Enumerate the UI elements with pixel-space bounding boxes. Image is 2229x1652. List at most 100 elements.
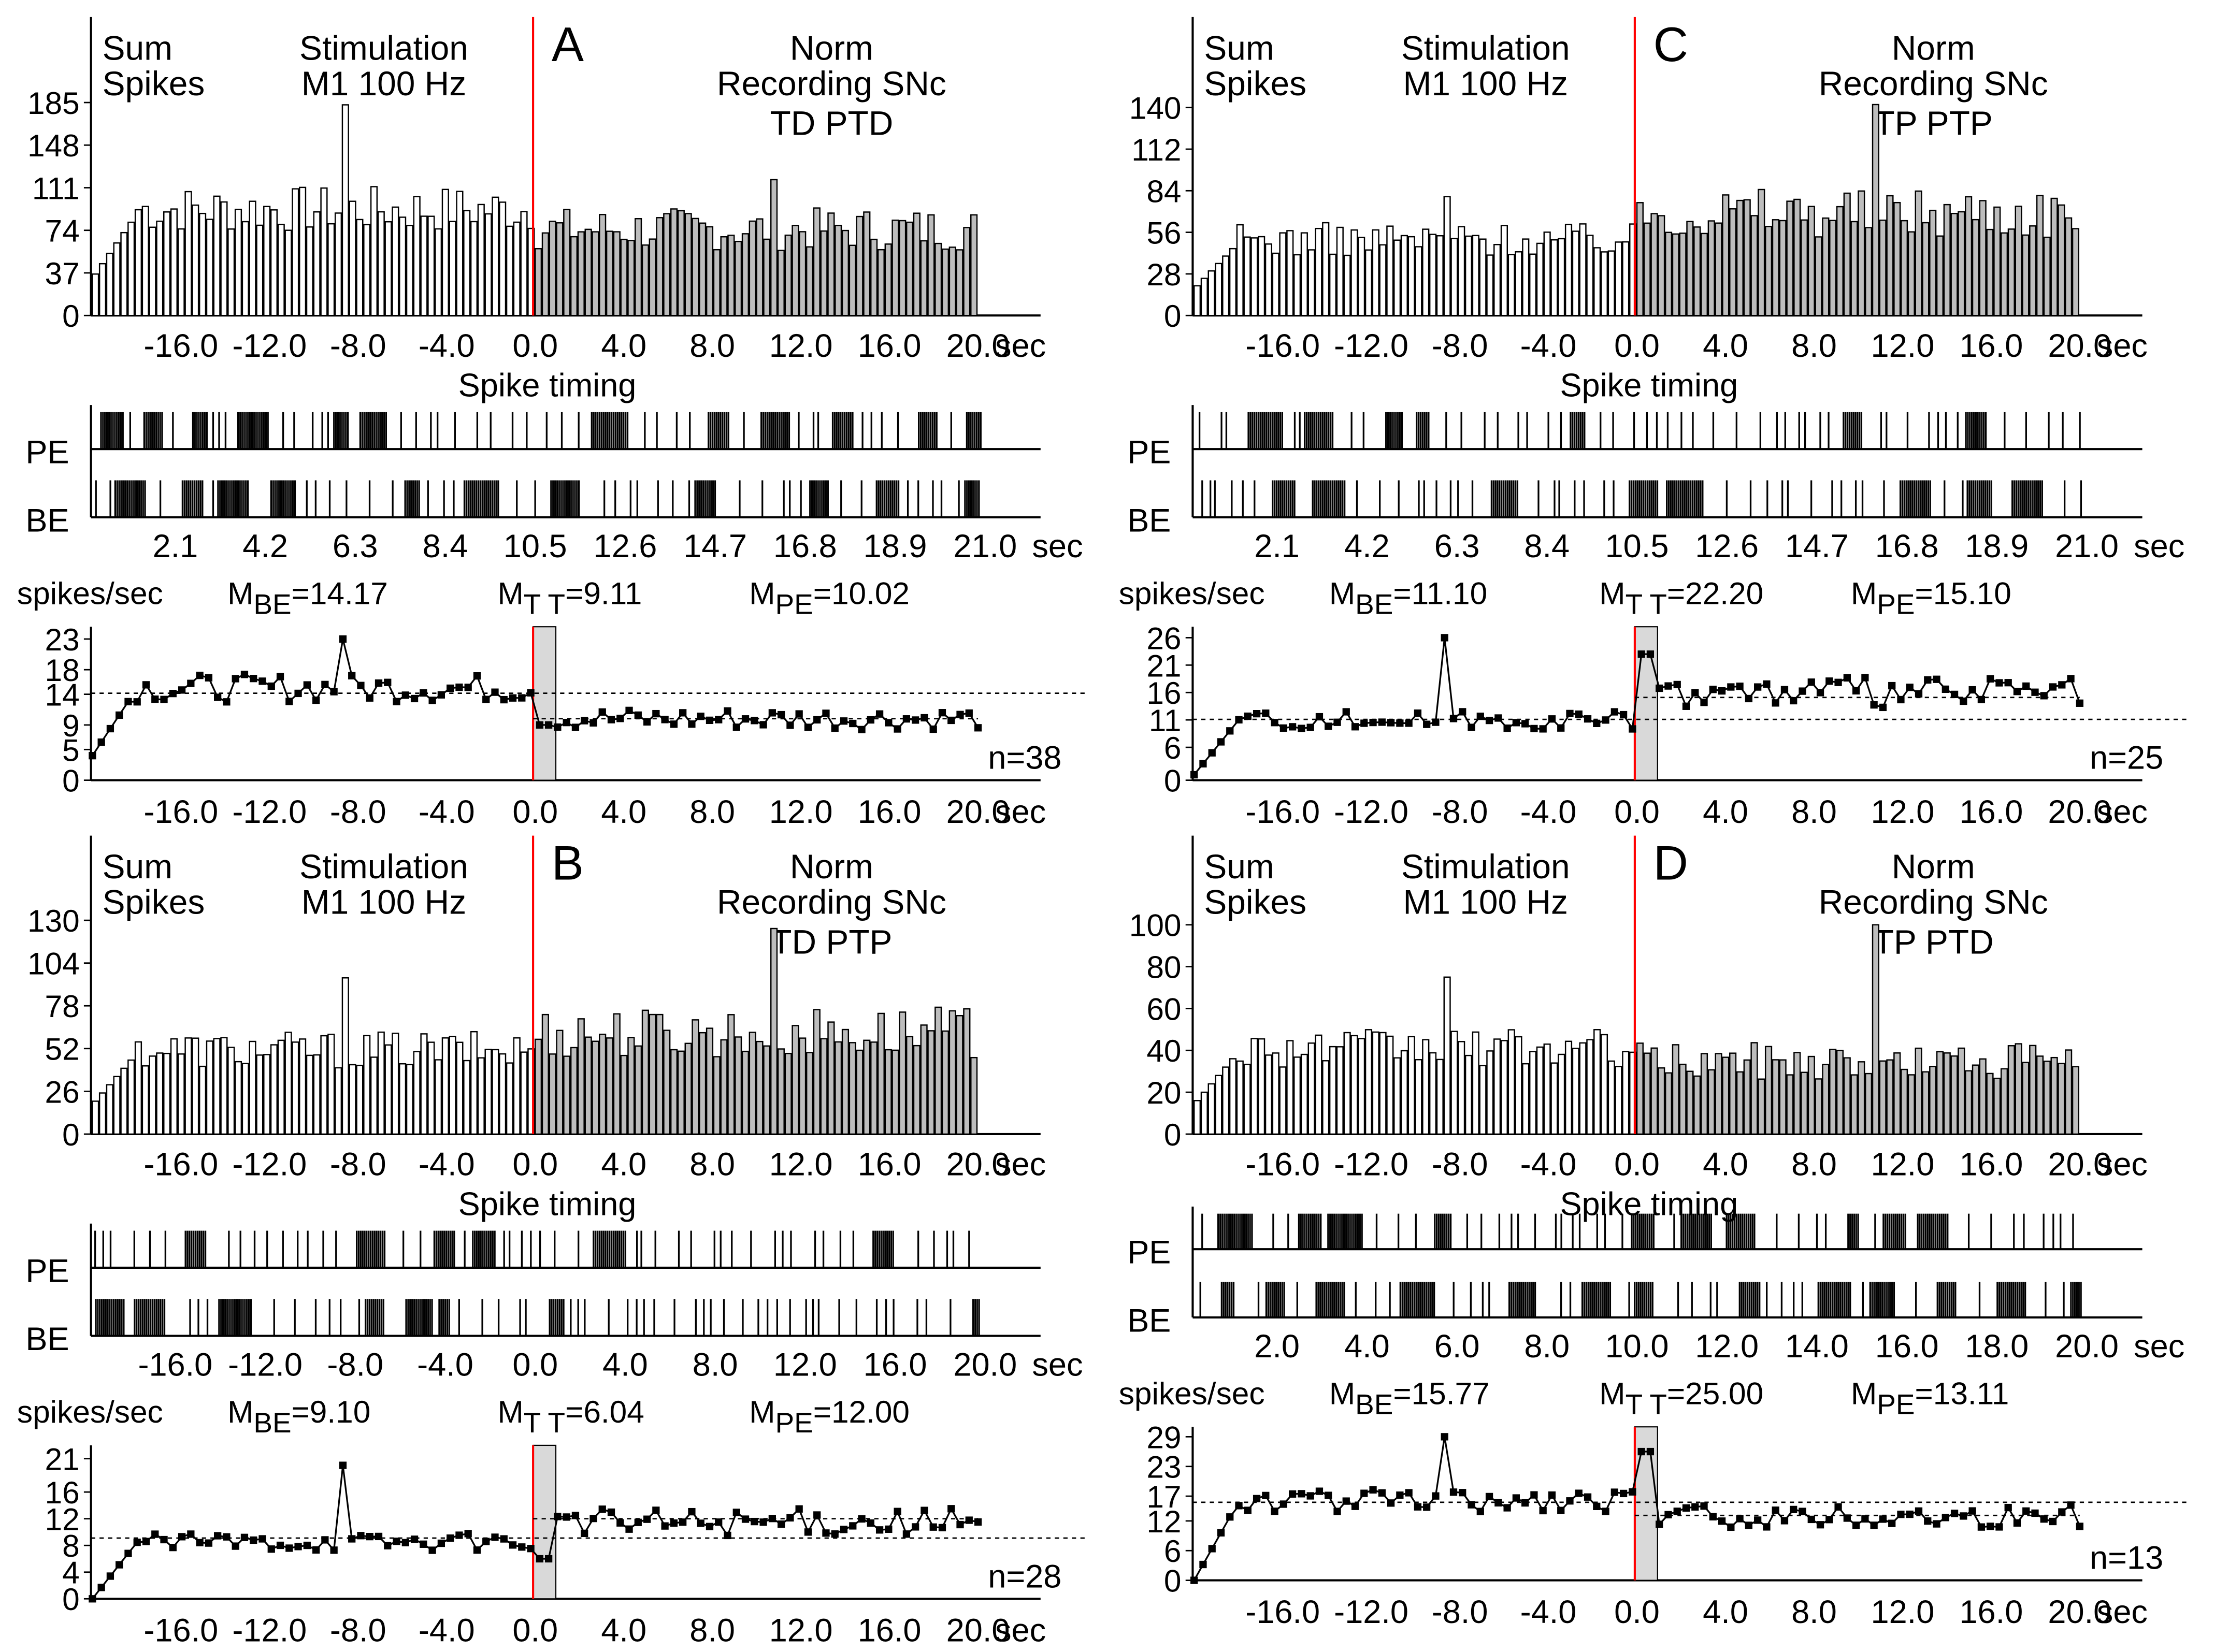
rate-x-tick-label: 20.0: [2048, 794, 2111, 830]
hist-x-tick-label: -8.0: [1432, 1147, 1488, 1183]
raster-x-tick-label: 18.0: [1965, 1328, 2029, 1365]
hist-bar: [541, 232, 549, 316]
hist-bar: [263, 206, 271, 316]
rate-point: [563, 1513, 570, 1521]
hist-bar: [2000, 232, 2008, 316]
hist-bar: [627, 240, 635, 316]
hist-bar: [1943, 204, 1951, 316]
rate-series-line: [1193, 637, 2081, 776]
rate-point: [357, 1532, 365, 1540]
hist-bar: [1829, 1049, 1837, 1135]
rate-point: [831, 724, 839, 732]
rate-point: [464, 684, 472, 691]
hist-bar: [241, 221, 249, 316]
rate-point: [321, 680, 329, 688]
hist-bar: [1979, 200, 1987, 316]
rate-x-tick-label: -12.0: [1334, 1594, 1408, 1630]
hist-bar: [1464, 235, 1473, 316]
hist-bar: [534, 248, 542, 316]
hist-bar: [213, 195, 221, 316]
rate-point: [885, 719, 893, 727]
hist-bar: [870, 1041, 878, 1135]
rate-point: [223, 698, 231, 706]
hist-bar: [1715, 1053, 1722, 1135]
rate-y-tick-label: 6: [1164, 730, 1182, 765]
hist-bar: [1386, 225, 1394, 316]
hist-bar: [356, 1064, 364, 1135]
rate-point: [447, 1534, 454, 1542]
hist-bar: [198, 212, 207, 316]
hist-bar: [313, 1054, 321, 1135]
hist-bar: [763, 1045, 771, 1135]
hist-bar: [1422, 228, 1430, 316]
raster-x-tick-label: 21.0: [2055, 528, 2119, 564]
hist-bar: [727, 1014, 735, 1135]
hist-bar: [320, 187, 328, 316]
rate-point: [795, 1505, 803, 1513]
hist-y-tick-label: 100: [1129, 908, 1182, 943]
hist-bar: [1864, 227, 1873, 316]
hist-bar: [184, 191, 192, 316]
hist-bar: [1958, 1047, 1965, 1135]
raster-x-tick-label: 14.7: [683, 528, 747, 564]
hist-bar: [506, 1062, 514, 1135]
hist-bar: [920, 1024, 928, 1135]
raster-x-tick-label: 20.0: [2055, 1328, 2119, 1365]
rate-point: [786, 721, 794, 729]
hist-y-tick-label: 52: [45, 1032, 80, 1067]
rate-point: [1235, 716, 1243, 724]
hist-bar: [206, 1040, 213, 1135]
rate-point: [849, 719, 857, 728]
rate-point: [1226, 727, 1234, 735]
rate-point: [947, 1505, 955, 1513]
hist-y-tick-label: 104: [27, 946, 80, 981]
raster-x-tick-label: 16.8: [1875, 528, 1939, 564]
hist-bar: [1815, 236, 1822, 316]
rate-point: [1360, 1489, 1368, 1497]
hist-bar: [577, 231, 585, 316]
rate-stim-shade: [532, 626, 557, 781]
hist-bar: [1293, 254, 1301, 316]
rate-point: [732, 1509, 740, 1516]
rate-point: [1387, 1499, 1395, 1507]
hist-bar: [1643, 1052, 1651, 1135]
header-stimulation: Stimulation: [1401, 847, 1570, 886]
hist-bar: [206, 219, 213, 316]
hist-bar: [1993, 1077, 2001, 1135]
hist-bar: [1315, 227, 1322, 316]
raster-x-tick-label: 12.6: [594, 528, 657, 564]
hist-bar: [899, 1011, 907, 1135]
histogram: 0 20 40 60 80 100 -16.0 -12.0 -8.0 -4.0 0.0 4.0 8.0 1…: [1129, 835, 2148, 1222]
raster-x-tick-label: 18.9: [864, 528, 927, 564]
hist-bar: [370, 186, 378, 316]
rate-point: [1557, 1506, 1565, 1514]
rate-point: [1825, 677, 1833, 685]
rate-point: [1530, 724, 1538, 733]
header-recording: Recording SNc: [717, 883, 946, 921]
hist-x-tick-label: 16.0: [858, 328, 922, 364]
hist-bar: [1729, 1052, 1737, 1135]
hist-bar: [1622, 1051, 1630, 1135]
hist-y-tick-label: 60: [1146, 991, 1181, 1026]
hist-bar: [1700, 1053, 1708, 1135]
rate-y-tick-label: 14: [45, 677, 80, 713]
rate-point: [1682, 1504, 1690, 1512]
rate-point: [2076, 1523, 2083, 1530]
hist-bar: [1764, 226, 1773, 316]
hist-bar: [463, 210, 471, 316]
hist-bar: [1679, 1063, 1687, 1135]
hist-bar: [1364, 249, 1373, 316]
hist-bar: [1758, 1078, 1765, 1135]
rate-point: [652, 1506, 660, 1514]
hist-bar: [777, 250, 785, 316]
hist-bar: [856, 215, 864, 316]
raster-pe-label: PE: [25, 434, 69, 471]
rate-point: [1199, 1560, 1207, 1569]
hist-bar: [706, 226, 714, 316]
rate-point: [276, 673, 284, 680]
rate-point: [1870, 1521, 1878, 1529]
rate-x-tick-label: 20.0: [946, 1613, 1010, 1649]
hist-x-tick-label: 12.0: [769, 328, 833, 364]
